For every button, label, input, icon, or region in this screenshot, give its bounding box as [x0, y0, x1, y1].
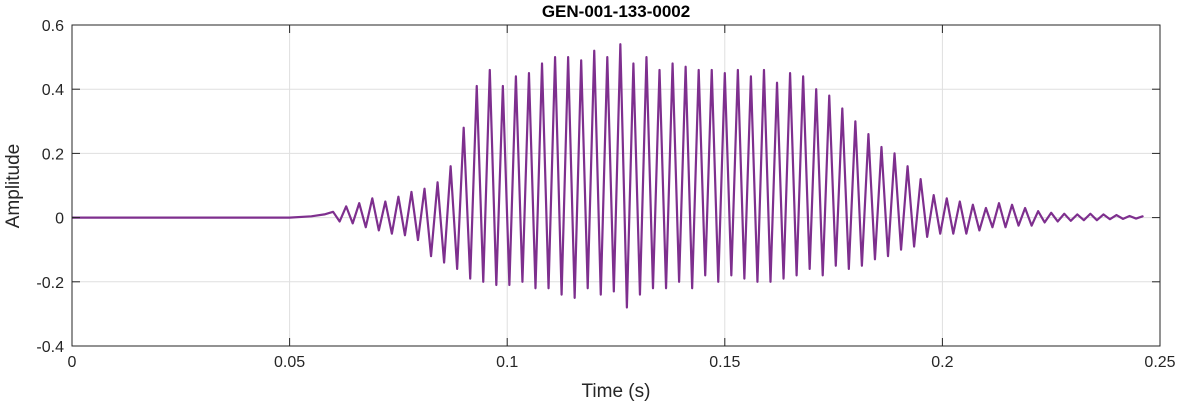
y-tick-label: 0.2	[42, 146, 64, 163]
y-tick-label: 0.6	[42, 18, 64, 35]
x-axis-label: Time (s)	[582, 381, 651, 402]
y-tick-label: 0.4	[42, 82, 64, 99]
x-tick-label: 0.1	[496, 354, 518, 371]
series-layer	[72, 43, 1144, 309]
x-tick-label: 0.2	[931, 354, 953, 371]
x-tick-label: 0	[68, 354, 77, 371]
x-tick-label: 0.15	[709, 354, 740, 371]
series-line	[72, 43, 1144, 309]
axes-box	[71, 24, 1161, 347]
y-axis-label: Amplitude	[3, 144, 24, 229]
x-tick-label: 0.05	[274, 354, 305, 371]
y-tick-label: -0.4	[36, 339, 64, 356]
y-ticks: -0.4 -0.2 0 0.2 0.4 0.6	[36, 18, 1160, 356]
x-ticks: 0 0.05 0.1 0.15 0.2 0.25	[68, 25, 1176, 371]
chart-title: GEN-001-133-0002	[542, 2, 690, 21]
y-tick-label: -0.2	[36, 275, 64, 292]
y-tick-label: 0	[55, 211, 64, 228]
x-tick-label: 0.25	[1144, 354, 1175, 371]
